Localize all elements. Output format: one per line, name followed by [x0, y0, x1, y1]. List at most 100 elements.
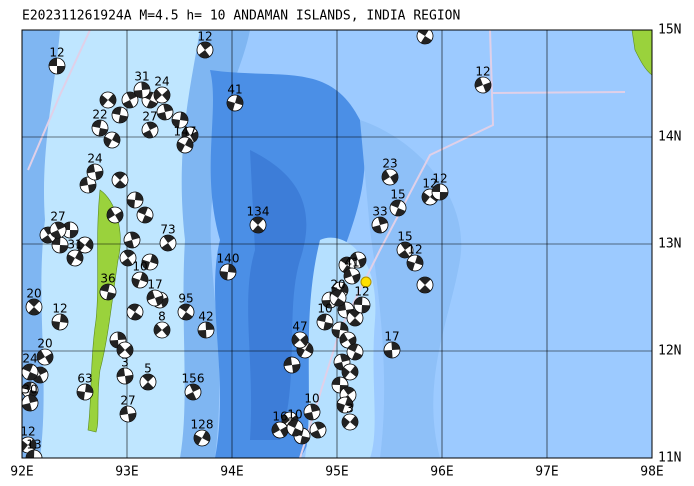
depth-label: 12 [432, 172, 447, 186]
depth-label: 15 [397, 230, 412, 244]
beachball [416, 30, 434, 45]
beachball [346, 309, 364, 327]
beachball [249, 216, 267, 234]
depth-label: 73 [160, 223, 175, 237]
depth-label: 95 [178, 292, 193, 306]
beachball-quadrant [80, 177, 96, 193]
beachball [303, 403, 321, 421]
depth-label: 10 [132, 260, 147, 274]
beachball-quadrant [137, 207, 153, 223]
beachball-quadrant [67, 251, 83, 265]
beachball-quadrant [194, 430, 210, 446]
beachball [353, 296, 371, 314]
beachball [22, 394, 39, 412]
beachball [171, 111, 189, 129]
map-frame [21, 29, 653, 459]
beachball [271, 421, 289, 439]
beachball-quadrant [28, 299, 40, 315]
depth-label: 17 [147, 278, 162, 292]
beachball [119, 405, 137, 423]
beachball [184, 383, 202, 401]
beachball [111, 106, 129, 124]
beachball-quadrant [117, 343, 133, 357]
beachball [103, 131, 121, 149]
beachball [86, 163, 104, 181]
beachball [193, 429, 211, 447]
depth-label: 12 [52, 302, 67, 316]
beachball [22, 436, 37, 454]
map-title: E202311261924A M=4.5 h= 10 ANDAMAN ISLAN… [22, 9, 460, 24]
beachball [341, 363, 359, 381]
beachball [48, 57, 66, 75]
depth-label: 13 [26, 438, 41, 452]
beachball [153, 321, 171, 339]
beachball [126, 303, 144, 321]
beachball [316, 313, 334, 331]
beachball-quadrant [287, 420, 303, 436]
beachball-quadrant [100, 93, 116, 107]
y-axis-label: 12N [658, 344, 681, 359]
beachball-quadrant [124, 232, 140, 248]
beachball [91, 119, 109, 137]
depth-label: 27 [50, 210, 65, 224]
beachball-quadrant [49, 58, 65, 74]
beachball [76, 383, 94, 401]
beachball-quadrant [179, 304, 193, 320]
beachball-quadrant [350, 252, 366, 268]
beachball [197, 321, 215, 339]
beachball-quadrant [331, 290, 345, 306]
beachball [286, 419, 304, 437]
depth-label: 15 [390, 188, 405, 202]
beachball-quadrant [77, 238, 93, 252]
beachball [381, 168, 399, 186]
depth-label: 17 [384, 330, 399, 344]
x-axis-label: 92E [10, 465, 33, 480]
depth-label: 10 [287, 408, 302, 422]
depth-label: 24 [154, 75, 169, 89]
beachball-quadrant [342, 365, 358, 379]
beachball [146, 289, 164, 307]
depth-label: 12 [354, 285, 369, 299]
beachball [406, 254, 424, 272]
beachball-quadrant [52, 314, 68, 330]
beachball [371, 216, 389, 234]
beachball-quadrant [198, 42, 212, 58]
beachball-quadrant [26, 450, 42, 458]
beachball-quadrant [37, 350, 53, 364]
beachball [99, 91, 117, 109]
x-axis-label: 98E [640, 465, 663, 480]
beachball-quadrant [342, 415, 358, 429]
beachball-quadrant [122, 92, 138, 108]
depth-label: 3 [346, 402, 354, 416]
beachball-quadrant [337, 397, 353, 413]
beachball-quadrant [390, 200, 406, 216]
beachball-quadrant [272, 423, 288, 437]
depth-label: 3 [121, 356, 129, 370]
beachball-quadrant [340, 333, 356, 347]
beachball [111, 171, 129, 189]
depth-label: 22 [92, 108, 107, 122]
depth-label: 156 [182, 372, 205, 386]
beachball [51, 313, 69, 331]
beachball-quadrant [227, 95, 243, 111]
y-axis-label: 13N [658, 237, 681, 252]
beachball [309, 421, 327, 439]
beachball-quadrant [398, 242, 412, 258]
beachball [431, 183, 449, 201]
depth-label: 12 [20, 425, 35, 439]
beachball [141, 121, 159, 139]
beachball [291, 331, 309, 349]
beachball-quadrant [297, 343, 313, 357]
beachball [76, 236, 94, 254]
beachball [346, 343, 364, 361]
depth-label: 20 [26, 287, 41, 301]
beachball-quadrant [334, 354, 350, 370]
depth-label: 8 [158, 310, 166, 324]
beachball-quadrant [22, 364, 38, 380]
beachball [36, 348, 54, 366]
beachball-quadrant [161, 235, 175, 251]
beachball [116, 341, 134, 359]
depth-label: 16 [272, 410, 287, 424]
beachball-quadrant [384, 342, 400, 358]
